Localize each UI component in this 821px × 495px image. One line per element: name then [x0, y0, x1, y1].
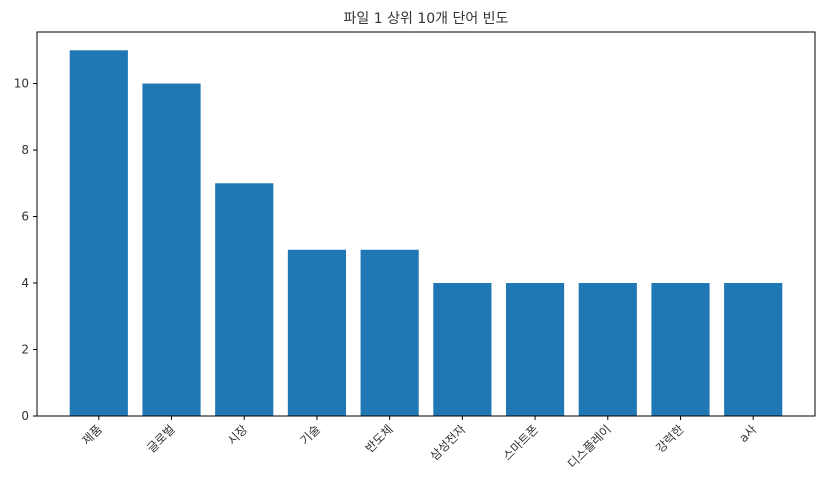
bar-1	[69, 50, 128, 416]
bar-9	[651, 283, 710, 416]
bar-2	[142, 83, 201, 416]
x-tick-label: a사	[736, 422, 759, 445]
bar-7	[505, 283, 565, 416]
bar-8	[578, 283, 637, 416]
x-tick-label: 글로벌	[144, 422, 177, 455]
bar-4	[287, 249, 347, 416]
bar-3	[215, 183, 274, 416]
x-tick-label: 반도체	[362, 422, 395, 455]
x-tick-label: 삼성전자	[427, 422, 468, 463]
y-axis: 0 2 4 6 8 10	[14, 77, 37, 423]
x-tick-label: 디스플레이	[565, 422, 614, 471]
plot-frame	[36, 31, 816, 417]
bars-layer	[69, 50, 783, 416]
y-tick-label: 0	[21, 409, 29, 423]
x-tick-label: 제품	[79, 422, 105, 448]
y-tick-label: 10	[14, 77, 29, 91]
x-axis: 제품 글로벌 시장 기술 반도체 삼성전자 스마트폰 디스플레이 강력한 a사	[79, 416, 759, 471]
x-tick-label: 스마트폰	[500, 422, 541, 463]
y-tick-label: 8	[21, 143, 29, 157]
x-tick-label: 강력한	[653, 422, 686, 455]
x-tick-label: 시장	[225, 422, 251, 448]
y-tick-label: 2	[21, 343, 29, 357]
bar-6	[433, 283, 492, 416]
y-tick-label: 4	[21, 276, 29, 290]
chart-title: 파일 1 상위 10개 단어 빈도	[344, 11, 509, 27]
x-tick-label: 기술	[298, 422, 324, 448]
bar-5	[360, 249, 419, 416]
y-tick-label: 6	[21, 210, 29, 224]
bar-10	[724, 283, 783, 416]
